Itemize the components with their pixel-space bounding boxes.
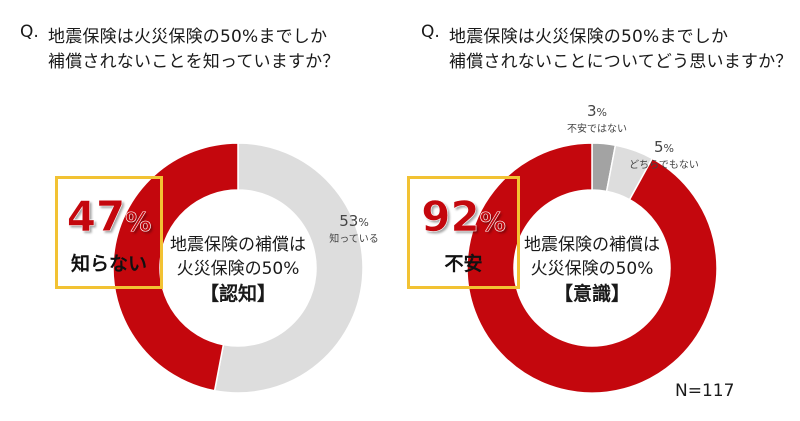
center-line3: 【認知】 <box>199 283 276 305</box>
slice-label-not-worried: 3% 不安ではない <box>564 102 630 135</box>
highlight-label: 不安 <box>444 253 483 275</box>
sample-size-label: N=117 <box>675 381 735 401</box>
center-line3: 【意識】 <box>553 283 630 305</box>
highlight-label: 知らない <box>70 253 147 275</box>
donut-chart-awareness <box>112 142 364 394</box>
highlight-box: 47% 知らない <box>55 176 163 289</box>
slice-value: 3% <box>587 102 607 120</box>
highlight-percent: 92% <box>421 192 506 241</box>
right-chart-panel: Q. 地震保険は火災保険の50%までしか 補償されないことについてどう思いますか… <box>400 0 800 421</box>
donut-center-label: 地震保険の補償は 火災保険の50% 【認知】 <box>158 233 318 307</box>
donut-chart-concern <box>466 142 718 394</box>
question-title-line2: 補償されないことについてどう思いますか？ <box>449 52 793 72</box>
question-title-line1: 地震保険は火災保険の50%までしか <box>48 27 328 47</box>
question-title-line2: 補償されないことを知っていますか？ <box>48 52 340 72</box>
donut-slice-2 <box>466 142 718 394</box>
center-line2: 火災保険の50% <box>176 259 300 279</box>
slice-label-aware: 53% 知っている <box>318 212 390 245</box>
slice-label-neutral: 5% どちらでもない <box>628 138 700 171</box>
donut-center-label: 地震保険の補償は 火災保険の50% 【意識】 <box>512 233 672 307</box>
question-title-line1: 地震保険は火災保険の50%までしか <box>449 27 729 47</box>
center-line1: 地震保険の補償は <box>524 235 660 255</box>
question-mark: Q. <box>20 22 39 42</box>
center-line2: 火災保険の50% <box>530 259 654 279</box>
donut-slice-1 <box>112 142 239 392</box>
slice-name: 知っている <box>329 234 379 245</box>
highlight-percent: 47% <box>66 192 152 241</box>
question-mark: Q. <box>421 22 440 42</box>
highlight-box: 92% 不安 <box>407 176 520 289</box>
slice-name: 不安ではない <box>567 124 627 135</box>
slice-value: 53% <box>339 212 369 230</box>
slice-name: どちらでもない <box>629 160 699 171</box>
left-chart-panel: Q. 地震保険は火災保険の50%までしか 補償されないことを知っていますか？ 地… <box>20 22 390 394</box>
donut-slice-0 <box>213 142 364 394</box>
center-line1: 地震保険の補償は <box>170 235 306 255</box>
slice-value: 5% <box>654 138 674 156</box>
